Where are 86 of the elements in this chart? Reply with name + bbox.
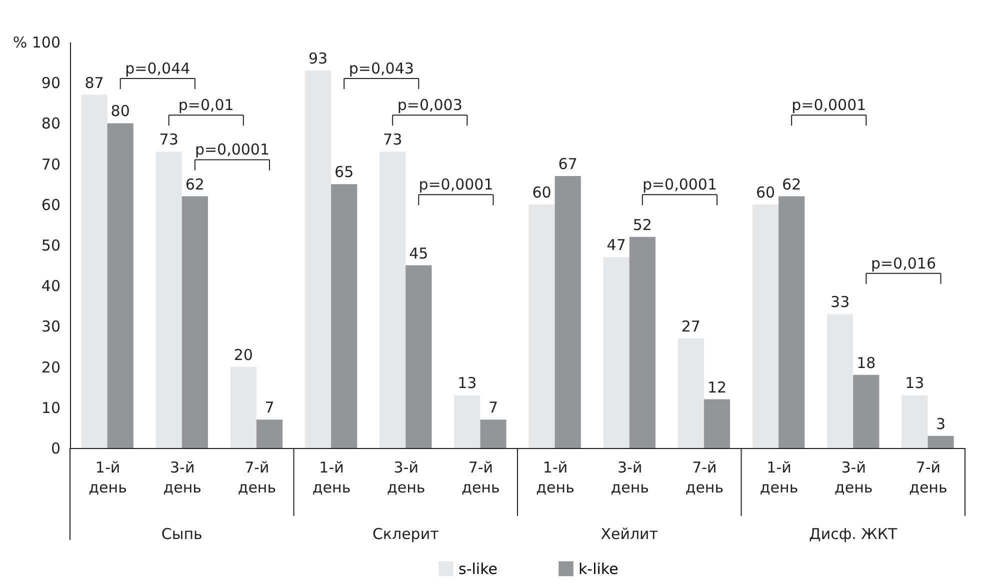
y-tick-label: 70: [41, 155, 60, 174]
data-label: 45: [409, 244, 428, 262]
bar: [107, 123, 134, 448]
y-tick-label: 50: [41, 236, 60, 254]
data-label: 73: [159, 130, 178, 149]
data-label: 60: [756, 183, 776, 202]
data-label: 73: [383, 130, 402, 149]
data-label: 47: [606, 236, 626, 254]
annotation: p=0,0001: [792, 96, 866, 114]
annotation: p=0,0001: [642, 176, 718, 194]
text: Хейлит: [600, 525, 658, 543]
x-tick-label: 3-й день: [163, 458, 202, 496]
bar: [629, 236, 656, 448]
data-label: 3: [936, 414, 946, 433]
x-tick-label: 7-й день: [462, 458, 500, 496]
text: Дисф. ЖКТ: [809, 525, 898, 543]
bar: [81, 94, 108, 448]
bar: [528, 204, 555, 448]
data-label: 7: [488, 398, 498, 417]
bar: [554, 176, 581, 448]
data-label: 13: [905, 374, 924, 392]
x-tick-label: 7-й день: [909, 458, 948, 496]
bar: [752, 204, 779, 448]
data-label: 80: [110, 102, 130, 120]
data-label: 33: [830, 293, 850, 312]
bar: [928, 436, 954, 448]
data-label: 62: [782, 175, 802, 194]
x-tick-label: 3-й день: [834, 458, 873, 496]
bar: [182, 196, 208, 448]
data-label: 13: [458, 374, 477, 392]
data-label: 93: [308, 49, 328, 68]
bar: [678, 338, 704, 448]
bar: [156, 152, 182, 448]
bar: [406, 265, 432, 448]
bar: [331, 184, 358, 448]
bar: [454, 395, 480, 448]
x-tick-label: 1-й день: [760, 458, 798, 496]
bar: [304, 70, 332, 448]
bar: [902, 395, 928, 448]
bar: [827, 314, 854, 448]
data-label: 52: [632, 216, 652, 234]
bar: [256, 420, 283, 448]
y-tick-label: 0: [50, 440, 60, 458]
data-label: 7: [264, 398, 274, 417]
data-label: 60: [532, 183, 552, 202]
bar: [778, 196, 805, 448]
y-tick-label: % 100: [12, 34, 60, 52]
bar: [704, 399, 730, 448]
y-tick-label: 10: [41, 398, 60, 417]
x-tick-label: 7-й день: [238, 458, 276, 496]
annotation: p=0,01: [178, 96, 234, 114]
bar: [853, 374, 880, 448]
bar: [380, 152, 406, 448]
annotation: p=0,0001: [418, 176, 494, 194]
legend-label: k-like: [578, 560, 618, 578]
y-tick-label: 40: [41, 277, 60, 296]
x-tick-label: 3-й день: [387, 458, 426, 496]
y-tick-label: 90: [41, 74, 60, 92]
annotation: p=0,003: [397, 96, 462, 114]
text: Сыпь: [161, 525, 202, 543]
annotation: p=0,044: [125, 60, 190, 78]
x-tick-label: 1-й день: [88, 458, 127, 496]
bar: [230, 366, 256, 448]
data-label: 65: [334, 163, 354, 182]
y-tick-label: 60: [41, 196, 60, 214]
data-label: 67: [558, 154, 578, 173]
text: Склерит: [372, 525, 440, 543]
data-label: 62: [185, 175, 204, 194]
data-label: 20: [234, 346, 253, 364]
y-tick-label: 80: [41, 114, 60, 133]
y-tick-label: 30: [41, 318, 60, 336]
bar: [480, 420, 506, 448]
bar: [603, 257, 630, 448]
annotation: p=0,016: [870, 254, 936, 272]
data-label: 27: [681, 317, 700, 336]
x-tick-label: 7-й день: [685, 458, 724, 496]
legend-label: s-like: [458, 560, 498, 578]
x-tick-label: 1-й день: [536, 458, 574, 496]
data-label: 12: [707, 378, 727, 396]
y-tick-label: 20: [41, 358, 60, 376]
annotation: p=0,043: [348, 60, 414, 78]
annotation: p=0,0001: [194, 140, 270, 159]
data-label: 87: [84, 74, 104, 92]
data-label: 18: [856, 354, 876, 372]
x-tick-label: 3-й день: [610, 458, 649, 496]
x-tick-label: 1-й день: [312, 458, 351, 496]
